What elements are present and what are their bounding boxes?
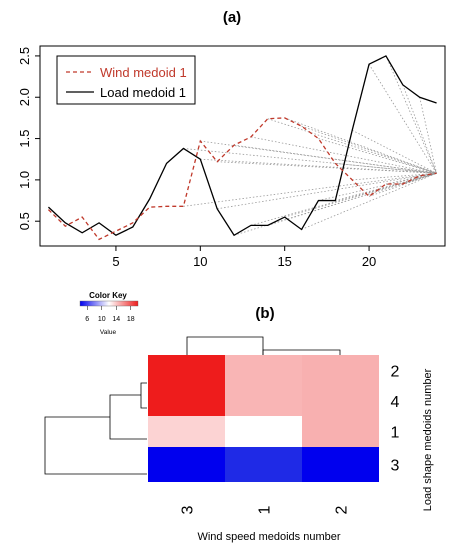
load-connector bbox=[318, 172, 437, 201]
wind-connector bbox=[267, 118, 437, 174]
heatmap-y-label: Load shape medoids number bbox=[422, 368, 434, 511]
legend-wind-label: Wind medoid 1 bbox=[100, 65, 187, 80]
heatmap-cell bbox=[148, 355, 225, 386]
x-tick-label: 10 bbox=[193, 254, 207, 269]
heatmap-cell bbox=[148, 386, 225, 416]
row-label: 2 bbox=[391, 364, 400, 381]
x-tick-label: 20 bbox=[362, 254, 376, 269]
line-chart: 5 10 15 20 0.5 1.0 1.5 2.0 2.5 Wind medoid 1 Lo… bbox=[17, 45, 446, 269]
x-axis: 5 10 15 20 bbox=[112, 246, 376, 269]
color-key-label: Value bbox=[100, 329, 117, 336]
wind-connector bbox=[368, 172, 437, 197]
col-label: 3 bbox=[180, 505, 197, 514]
load-connector bbox=[267, 172, 437, 226]
wind-connector bbox=[352, 172, 437, 181]
heatmap-cell bbox=[302, 416, 379, 447]
row-dendro-link-1 bbox=[140, 382, 147, 409]
wind-connector bbox=[419, 172, 437, 177]
connector-lines bbox=[183, 55, 437, 236]
legend: Wind medoid 1 Load medoid 1 bbox=[56, 55, 196, 105]
y-tick-label: 1.0 bbox=[17, 171, 32, 189]
series-lines bbox=[47, 55, 437, 241]
y-tick-label: 0.5 bbox=[17, 212, 32, 230]
heatmap-cell bbox=[302, 447, 379, 482]
row-dendro-link-3 bbox=[44, 416, 147, 475]
color-key-tick-label: 14 bbox=[112, 316, 120, 323]
wind-connector bbox=[335, 162, 437, 174]
heatmap-cell bbox=[225, 416, 302, 447]
heatmap-cell bbox=[148, 416, 225, 447]
panel-a-title: (a) bbox=[223, 9, 241, 26]
load-connector bbox=[352, 129, 437, 174]
heatmap-x-label: Wind speed medoids number bbox=[197, 531, 340, 543]
col-dendro-link-2 bbox=[262, 349, 341, 355]
color-key-title: Color Key bbox=[89, 291, 127, 300]
load-connector bbox=[200, 158, 437, 174]
heatmap-cell bbox=[225, 355, 302, 386]
y-tick-label: 2.0 bbox=[17, 88, 32, 106]
load-connector bbox=[335, 172, 437, 201]
load-connector bbox=[183, 148, 437, 174]
wind-connector bbox=[183, 172, 437, 207]
y-tick-label: 1.5 bbox=[17, 130, 32, 148]
color-key: Color Key 6 10 14 18 Value bbox=[79, 291, 139, 336]
wind-medoid-line bbox=[47, 117, 437, 241]
load-connector bbox=[217, 172, 437, 210]
heatmap-cell bbox=[302, 386, 379, 416]
load-connector bbox=[419, 97, 437, 174]
load-connector bbox=[385, 55, 437, 174]
y-tick-label: 2.5 bbox=[17, 47, 32, 65]
row-label: 3 bbox=[391, 458, 400, 475]
row-label: 1 bbox=[391, 425, 400, 442]
wind-connector bbox=[217, 161, 437, 174]
wind-connector bbox=[250, 136, 437, 174]
color-key-tick-label: 10 bbox=[98, 316, 106, 323]
heatmap: 2 4 1 3 3 1 2 bbox=[148, 355, 400, 514]
legend-load-label: Load medoid 1 bbox=[100, 85, 186, 100]
load-connector bbox=[250, 172, 437, 226]
wind-connector bbox=[234, 144, 437, 174]
y-axis: 0.5 1.0 1.5 2.0 2.5 bbox=[17, 47, 40, 230]
load-connector bbox=[301, 172, 437, 230]
load-connector bbox=[284, 172, 437, 218]
col-label: 1 bbox=[257, 505, 274, 514]
heatmap-cell bbox=[225, 386, 302, 416]
heatmap-cell bbox=[302, 355, 379, 386]
color-key-bar bbox=[79, 300, 139, 307]
x-tick-label: 15 bbox=[277, 254, 291, 269]
color-key-ticks: 6 10 14 18 bbox=[85, 306, 135, 323]
dendrograms bbox=[44, 336, 341, 475]
wind-connector bbox=[318, 138, 437, 174]
row-dendro-link-2 bbox=[109, 394, 147, 440]
heatmap-cell bbox=[225, 447, 302, 482]
col-label: 2 bbox=[334, 505, 351, 514]
x-tick-label: 5 bbox=[112, 254, 119, 269]
col-dendro-link-1 bbox=[186, 336, 264, 355]
color-key-tick-label: 18 bbox=[127, 316, 135, 323]
wind-connector bbox=[284, 117, 437, 174]
wind-connector bbox=[402, 172, 437, 185]
panel-b-title: (b) bbox=[255, 305, 274, 322]
load-connector bbox=[368, 63, 437, 174]
heatmap-cell bbox=[148, 447, 225, 482]
row-label: 4 bbox=[391, 394, 400, 411]
plot-frame bbox=[39, 45, 446, 247]
color-key-tick-label: 6 bbox=[85, 316, 89, 323]
wind-connector bbox=[301, 125, 437, 174]
legend-box bbox=[56, 55, 196, 105]
